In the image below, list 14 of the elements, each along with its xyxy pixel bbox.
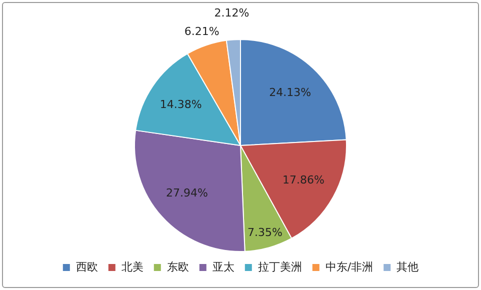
data-label: 27.94% [166,186,208,200]
legend-label: 东欧 [166,260,189,274]
legend-label: 拉丁美洲 [258,260,302,274]
legend-label: 亚太 [212,260,234,274]
legend-label: 其他 [396,260,419,274]
legend-label: 中东/非洲 [325,260,374,274]
data-label: 2.12% [214,6,250,20]
legend-label: 西欧 [76,260,98,274]
data-label: 7.35% [248,226,282,240]
legend-label: 北美 [121,260,144,274]
data-label: 17.86% [282,173,324,186]
data-label: 14.38% [160,98,202,111]
data-label: 6.21% [184,24,220,38]
data-label: 24.13% [269,86,312,100]
